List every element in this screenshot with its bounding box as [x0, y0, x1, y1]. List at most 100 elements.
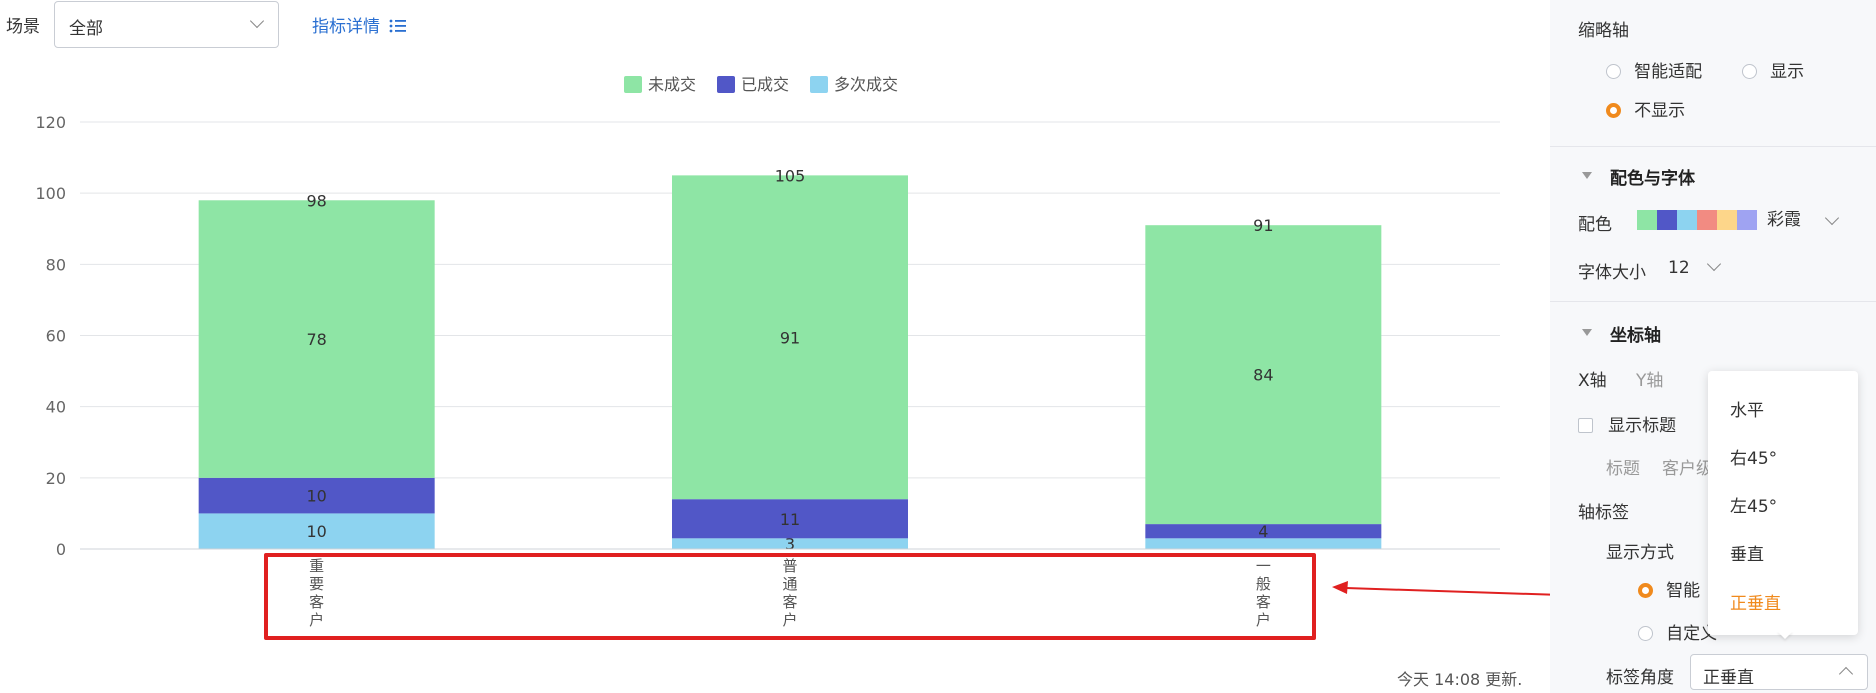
y-tick-label: 60 [46, 327, 66, 346]
data-label: 4 [1258, 522, 1268, 541]
tab-x-axis[interactable]: X轴 [1578, 371, 1607, 391]
x-tick-label: 一 [1256, 557, 1271, 575]
total-label: 105 [775, 166, 806, 185]
title-field-label: 标题 [1606, 459, 1640, 479]
divider [1550, 146, 1876, 147]
radio-mode-smart-label: 智能 [1666, 581, 1701, 601]
x-tick-label: 户 [782, 611, 797, 629]
radio-mode-smart[interactable]: 智能 [1638, 576, 1754, 601]
dropdown-item-vertical[interactable]: 垂直 [1730, 545, 1764, 565]
x-tick-label: 普 [782, 557, 797, 575]
data-label: 84 [1253, 366, 1273, 385]
radio-mode-custom[interactable]: 自定义 [1638, 619, 1754, 644]
collapse-triangle-icon[interactable] [1582, 329, 1592, 336]
legend-swatch [810, 76, 828, 93]
label-angle-select[interactable]: 正垂直 [1690, 654, 1868, 690]
x-tick-label: 客 [309, 593, 324, 611]
data-label: 3 [785, 535, 795, 554]
x-tick-label: 客 [1256, 593, 1271, 611]
radio-circle [1742, 64, 1757, 79]
dropdown-item-upright-vertical[interactable]: 正垂直 [1730, 594, 1781, 614]
data-label: 11 [780, 510, 800, 529]
x-tick-label: 户 [1256, 611, 1271, 629]
bar-segment [198, 477, 435, 514]
y-tick-label: 40 [46, 398, 66, 417]
data-label: 10 [306, 487, 326, 506]
radio-circle-selected [1638, 583, 1653, 598]
list-icon [389, 19, 407, 33]
radio-hide[interactable]: 不显示 [1606, 96, 1685, 121]
x-tick-label: 客 [782, 593, 797, 611]
checkbox-box [1578, 418, 1593, 433]
angle-dropdown-menu: 水平 右45° 左45° 垂直 正垂直 [1708, 371, 1858, 635]
legend-label: 未成交 [648, 75, 696, 94]
bar-segment [198, 513, 435, 549]
palette-swatch [1657, 210, 1677, 230]
radio-smart-fit[interactable]: 智能适配 [1606, 57, 1702, 82]
legend-swatch [717, 76, 735, 93]
bar-segment [198, 200, 435, 478]
radio-circle [1606, 64, 1621, 79]
x-tick-label: 通 [782, 575, 797, 593]
dropdown-item-right-45[interactable]: 右45° [1730, 449, 1778, 469]
show-title-label: 显示标题 [1608, 416, 1677, 436]
title-field-input[interactable]: 客户级 [1662, 459, 1713, 479]
indicator-detail-label: 指标详情 [312, 17, 380, 37]
total-label: 91 [1253, 216, 1273, 235]
radio-mode-custom-label: 自定义 [1666, 624, 1718, 644]
y-tick-label: 100 [35, 184, 66, 203]
bar-segment [672, 499, 908, 539]
scene-select[interactable]: 全部 [54, 1, 279, 48]
total-label: 98 [306, 191, 326, 210]
label-angle-label: 标签角度 [1606, 668, 1674, 688]
font-size-select[interactable]: 12 [1668, 256, 1721, 278]
palette-swatch [1717, 210, 1737, 230]
radio-smart-fit-label: 智能适配 [1634, 62, 1703, 82]
y-tick-label: 20 [46, 469, 66, 488]
y-tick-label: 0 [56, 540, 66, 559]
scene-label: 场景 [6, 17, 40, 37]
x-tick-label: 要 [309, 575, 324, 593]
radio-circle [1638, 626, 1653, 641]
dropdown-item-left-45[interactable]: 左45° [1730, 497, 1778, 517]
show-title-checkbox[interactable]: 显示标题 [1578, 411, 1676, 436]
palette-swatch [1637, 210, 1657, 230]
y-tick-label: 120 [35, 113, 66, 132]
display-mode-label: 显示方式 [1606, 543, 1674, 563]
palette-name: 彩霞 [1767, 210, 1801, 230]
chevron-down-icon [1824, 210, 1840, 226]
y-tick-label: 80 [46, 255, 66, 274]
indicator-detail-link[interactable]: 指标详情 [312, 12, 407, 37]
palette-swatch [1737, 210, 1757, 230]
scene-select-value: 全部 [69, 19, 103, 39]
legend-label: 多次成交 [834, 75, 898, 94]
chevron-down-icon [249, 13, 265, 29]
bar-segment [672, 175, 908, 500]
x-tick-label: 重 [309, 557, 324, 575]
palette-label: 配色 [1578, 215, 1612, 235]
palette-swatch [1677, 210, 1697, 230]
collapse-triangle-icon[interactable] [1582, 172, 1592, 179]
tab-y-axis[interactable]: Y轴 [1636, 371, 1664, 391]
x-tick-label: 般 [1256, 575, 1271, 593]
bar-segment [1145, 524, 1382, 539]
thumbnail-axis-title: 缩略轴 [1578, 21, 1629, 41]
radio-show-label: 显示 [1770, 62, 1805, 82]
legend-label: 已成交 [741, 75, 789, 94]
color-font-title: 配色与字体 [1610, 169, 1695, 189]
data-label: 10 [306, 522, 326, 541]
dropdown-item-horizontal[interactable]: 水平 [1730, 401, 1764, 421]
palette-select[interactable]: 彩霞 [1637, 210, 1840, 230]
palette-swatch [1697, 210, 1717, 230]
radio-show[interactable]: 显示 [1742, 57, 1804, 82]
font-size-value: 12 [1668, 258, 1690, 278]
chevron-up-icon [1838, 666, 1854, 682]
chevron-down-icon [1706, 256, 1721, 272]
highlight-box [264, 553, 1316, 640]
bar-segment [672, 538, 908, 549]
bar-segment [1145, 225, 1382, 525]
label-angle-value: 正垂直 [1703, 668, 1754, 688]
divider [1550, 301, 1876, 302]
axis-title: 坐标轴 [1610, 326, 1661, 346]
